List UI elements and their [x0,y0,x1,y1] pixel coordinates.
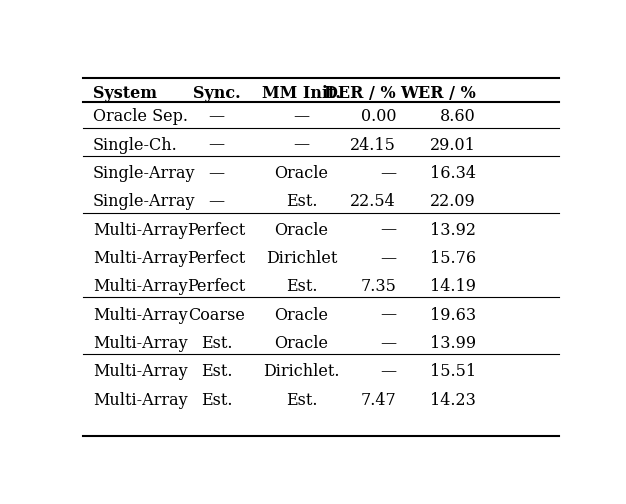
Text: Multi-Array: Multi-Array [93,278,187,295]
Text: 16.34: 16.34 [430,165,476,182]
Text: Oracle: Oracle [274,335,329,352]
Text: MM Init.: MM Init. [262,85,341,102]
Text: 0.00: 0.00 [361,108,396,125]
Text: Perfect: Perfect [187,222,245,238]
Text: 29.01: 29.01 [430,137,476,154]
Text: 13.92: 13.92 [430,222,476,238]
Text: System: System [93,85,156,102]
Text: —: — [380,165,396,182]
Text: Single-Array: Single-Array [93,193,195,210]
Text: —: — [380,363,396,380]
Text: Oracle: Oracle [274,165,329,182]
Text: Multi-Array: Multi-Array [93,222,187,238]
Text: Single-Array: Single-Array [93,165,195,182]
Text: —: — [380,335,396,352]
Text: Est.: Est. [285,392,317,409]
Text: Multi-Array: Multi-Array [93,250,187,267]
Text: 14.23: 14.23 [430,392,476,409]
Text: Est.: Est. [285,278,317,295]
Text: —: — [380,250,396,267]
Text: 15.76: 15.76 [430,250,476,267]
Text: Dirichlet: Dirichlet [265,250,337,267]
Text: Oracle: Oracle [274,306,329,324]
Text: Multi-Array: Multi-Array [93,392,187,409]
Text: 15.51: 15.51 [430,363,476,380]
Text: 22.54: 22.54 [351,193,396,210]
Text: 13.99: 13.99 [430,335,476,352]
Text: 22.09: 22.09 [430,193,476,210]
Text: Oracle Sep.: Oracle Sep. [93,108,188,125]
Text: DER / %: DER / % [324,85,396,102]
Text: Multi-Array: Multi-Array [93,335,187,352]
Text: 14.19: 14.19 [430,278,476,295]
Text: —: — [208,165,225,182]
Text: —: — [208,108,225,125]
Text: Est.: Est. [285,193,317,210]
Text: Single-Ch.: Single-Ch. [93,137,178,154]
Text: Sync.: Sync. [193,85,240,102]
Text: —: — [294,137,309,154]
Text: Multi-Array: Multi-Array [93,306,187,324]
Text: Est.: Est. [201,392,232,409]
Text: 19.63: 19.63 [430,306,476,324]
Text: —: — [380,222,396,238]
Text: —: — [380,306,396,324]
Text: Perfect: Perfect [187,278,245,295]
Text: Est.: Est. [201,335,232,352]
Text: 24.15: 24.15 [350,137,396,154]
Text: Oracle: Oracle [274,222,329,238]
Text: 7.35: 7.35 [360,278,396,295]
Text: 8.60: 8.60 [440,108,476,125]
Text: —: — [208,193,225,210]
Text: —: — [208,137,225,154]
Text: 7.47: 7.47 [361,392,396,409]
Text: WER / %: WER / % [400,85,476,102]
Text: Perfect: Perfect [187,250,245,267]
Text: —: — [294,108,309,125]
Text: Est.: Est. [201,363,232,380]
Text: Coarse: Coarse [188,306,245,324]
Text: Dirichlet.: Dirichlet. [263,363,340,380]
Text: Multi-Array: Multi-Array [93,363,187,380]
